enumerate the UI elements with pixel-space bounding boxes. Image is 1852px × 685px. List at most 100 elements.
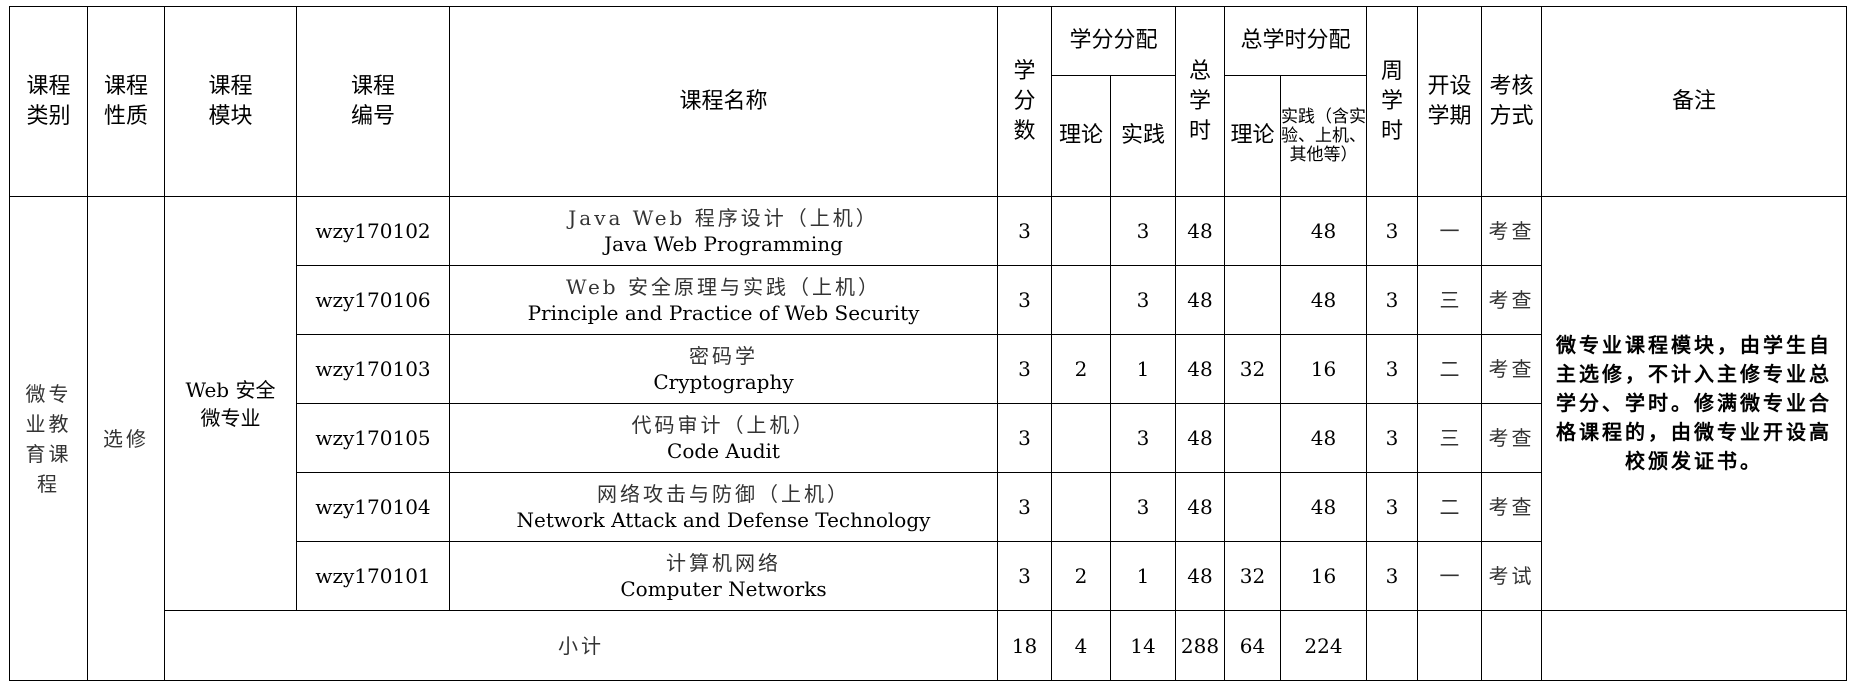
course-name: Java Web 程序设计（上机） Java Web Programming [449,196,998,266]
header-credits: 学分数 [997,6,1052,197]
course-name: 密码学 Cryptography [449,334,998,404]
group-category-text: 微专业教育课程 [25,381,72,496]
course-code: wzy170102 [296,196,450,266]
hours-practice: 48 [1280,196,1367,266]
credit-practice: 3 [1110,472,1176,542]
group-module-text: Web 安全微专业 [185,377,276,430]
header-total-hours: 总学时 [1175,6,1225,197]
subtotal-row: 小计 18 4 14 288 64 224 [10,610,1847,681]
header-credit-dist: 学分分配 [1051,6,1176,76]
semester: 三 [1417,403,1482,473]
table-row: wzy170103 密码学 Cryptography 3 2 1 48 32 1… [10,334,1847,404]
subtotal-assessment [1481,610,1542,681]
subtotal-label: 小计 [164,610,998,681]
subtotal-total-hours: 288 [1175,610,1225,681]
table-row: wzy170104 网络攻击与防御（上机） Network Attack and… [10,472,1847,542]
subtotal-hours-practice: 224 [1280,610,1367,681]
total-hours: 48 [1175,541,1225,611]
weekly-hours: 3 [1366,196,1418,266]
credit-practice: 3 [1110,265,1176,335]
subtotal-credits: 18 [997,610,1052,681]
course-name-en: Principle and Practice of Web Security [527,301,920,325]
total-hours: 48 [1175,472,1225,542]
course-name-en: Network Attack and Defense Technology [516,508,931,532]
assessment: 考查 [1481,403,1542,473]
header-credit-theory: 理论 [1051,75,1111,197]
weekly-hours: 3 [1366,403,1418,473]
table-row: wzy170101 计算机网络 Computer Networks 3 2 1 … [10,541,1847,611]
assessment: 考查 [1481,265,1542,335]
course-name-zh: 网络攻击与防御（上机） [597,482,850,506]
semester: 一 [1417,196,1482,266]
hours-practice: 16 [1280,334,1367,404]
total-hours: 48 [1175,196,1225,266]
header-code: 课程编号 [296,6,450,197]
weekly-hours: 3 [1366,334,1418,404]
group-nature-text: 选修 [103,426,149,451]
hours-practice: 48 [1280,472,1367,542]
weekly-hours: 3 [1366,541,1418,611]
header-semester: 开设学期 [1417,6,1482,197]
header-category: 课程类别 [9,6,88,197]
credits: 3 [997,472,1052,542]
table-row: wzy170105 代码审计（上机） Code Audit 3 3 48 48 … [10,403,1847,473]
course-name-zh: 密码学 [689,344,758,368]
credit-theory: 2 [1051,541,1111,611]
hours-practice: 48 [1280,265,1367,335]
course-name-en: Computer Networks [620,577,827,601]
header-hours-theory: 理论 [1224,75,1281,197]
semester: 二 [1417,472,1482,542]
course-name-zh: 代码审计（上机） [631,413,816,437]
hours-theory [1224,403,1281,473]
table-row: 微专业教育课程 选修 Web 安全微专业 wzy170102 Java Web 程序… [9,196,1847,681]
hours-theory: 32 [1224,334,1281,404]
hours-theory [1224,196,1281,266]
weekly-hours: 3 [1366,265,1418,335]
credit-practice: 1 [1110,541,1176,611]
remarks-text: 微专业课程模块，由学生自主选修，不计入主修专业总学分、学时。修满微专业合格课程的… [1556,333,1832,473]
assessment: 考查 [1481,334,1542,404]
course-name: Web 安全原理与实践（上机） Principle and Practice o… [449,265,998,335]
credits: 3 [997,334,1052,404]
course-code: wzy170103 [296,334,450,404]
semester: 二 [1417,334,1482,404]
course-name-en: Cryptography [653,370,794,394]
course-code: wzy170105 [296,403,450,473]
assessment: 考试 [1481,541,1542,611]
total-hours: 48 [1175,265,1225,335]
subtotal-semester [1417,610,1482,681]
credit-theory [1051,196,1111,266]
header-module: 课程模块 [164,6,297,197]
hours-theory [1224,265,1281,335]
assessment: 考查 [1481,196,1542,266]
subtotal-weekly-hours [1366,610,1418,681]
course-name-zh: Web 安全原理与实践（上机） [566,275,881,299]
subtotal-credit-theory: 4 [1051,610,1111,681]
group-nature: 选修 [87,196,165,681]
hours-practice: 16 [1280,541,1367,611]
credit-practice: 1 [1110,334,1176,404]
header-name: 课程名称 [449,6,998,197]
subtotal-credit-practice: 14 [1110,610,1176,681]
total-hours: 48 [1175,334,1225,404]
total-hours: 48 [1175,403,1225,473]
group-category: 微专业教育课程 [9,196,88,681]
course-code: wzy170101 [296,541,450,611]
header-assessment: 考核方式 [1481,6,1542,197]
hours-theory [1224,472,1281,542]
credits: 3 [997,403,1052,473]
credit-theory: 2 [1051,334,1111,404]
course-name-zh: Java Web 程序设计（上机） [568,206,879,230]
credit-practice: 3 [1110,196,1176,266]
header-nature: 课程性质 [87,6,165,197]
subtotal-hours-theory: 64 [1224,610,1281,681]
hours-practice: 48 [1280,403,1367,473]
subtotal-remarks [1541,610,1847,681]
header-hours-dist: 总学时分配 [1224,6,1367,76]
credits: 3 [997,265,1052,335]
header-credit-practice: 实践 [1110,75,1176,197]
weekly-hours: 3 [1366,472,1418,542]
header-remarks: 备注 [1541,6,1847,197]
hours-theory: 32 [1224,541,1281,611]
credit-theory [1051,403,1111,473]
